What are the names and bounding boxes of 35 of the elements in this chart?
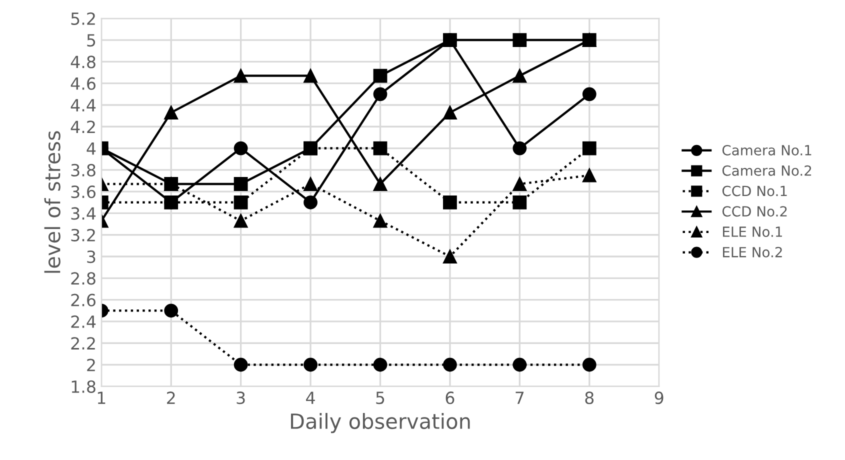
y-tick-label: 5: [87, 34, 96, 47]
x-tick-label: 4: [306, 392, 315, 404]
legend-label: Camera No.2: [722, 165, 812, 176]
y-tick-label: 4.2: [70, 120, 95, 133]
y-tick-label: 3.8: [71, 164, 96, 176]
y-tick-label: 5.2: [71, 12, 95, 25]
legend-label: Camera No.1: [722, 144, 812, 156]
legend-label: CCD No.1: [722, 186, 787, 196]
y-tick-label: 2.4: [71, 315, 96, 328]
y-tick-label: 3: [87, 250, 96, 264]
x-tick-label: 7: [516, 392, 524, 404]
x-tick-label: 8: [585, 392, 594, 404]
x-tick-label: 5: [376, 392, 384, 404]
legend-label: ELE No.2: [723, 246, 782, 258]
x-axis-title: Daily observation: [291, 412, 470, 434]
y-tick-label: 4: [86, 142, 96, 155]
x-tick-label: 9: [654, 392, 664, 404]
y-tick-label: 3.6: [71, 186, 96, 198]
legend-label: CCD No.2: [722, 206, 787, 217]
y-tick-label: 2.6: [71, 294, 96, 306]
y-tick-label: 2.2: [71, 337, 95, 350]
y-axis-title: level of stress: [44, 131, 60, 273]
x-tick-label: 2: [167, 392, 175, 404]
y-tick-label: 4.8: [70, 56, 96, 68]
x-tick-label: 3: [236, 392, 245, 404]
y-tick-label: 4.4: [70, 99, 96, 112]
y-tick-label: 3.2: [71, 228, 95, 242]
y-tick-label: 2.8: [71, 272, 96, 285]
y-tick-label: 1.8: [72, 380, 96, 393]
legend-label: ELE No.1: [723, 226, 782, 238]
y-tick-label: 2: [87, 358, 95, 372]
x-tick-label: 1: [98, 392, 106, 404]
y-tick-label: 3.4: [71, 207, 96, 220]
y-tick-label: 4.6: [70, 77, 96, 90]
x-tick-label: 6: [446, 392, 454, 404]
